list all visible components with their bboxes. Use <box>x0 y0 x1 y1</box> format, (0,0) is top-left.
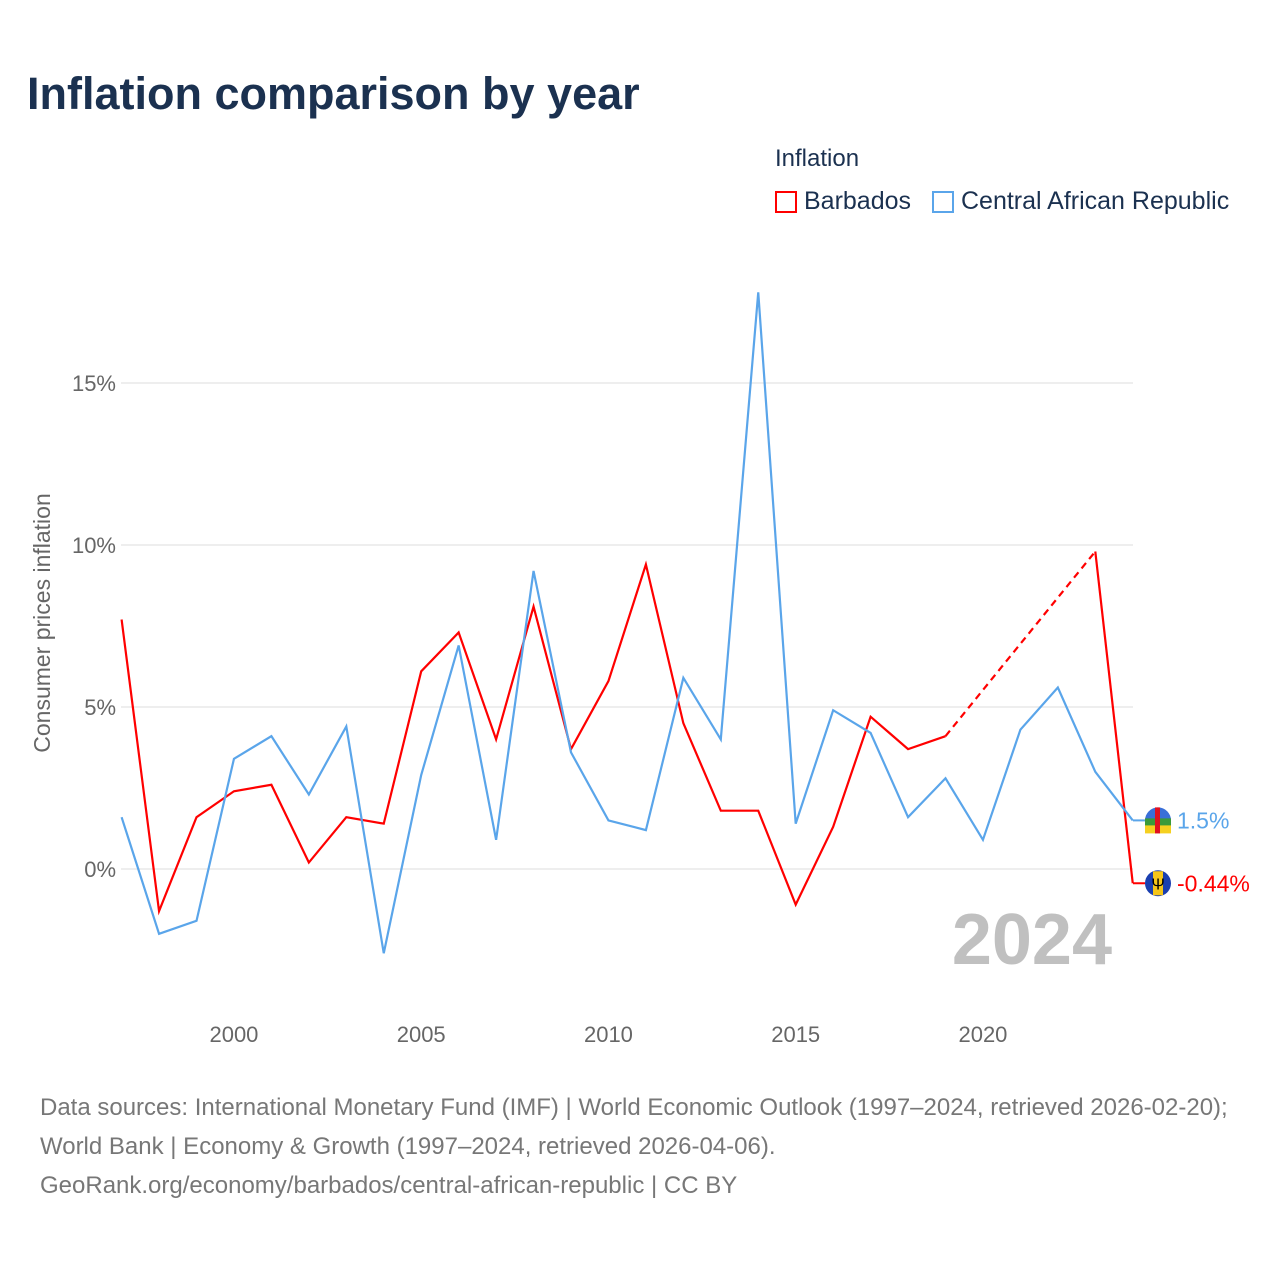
y-axis-label: Consumer prices inflation <box>29 493 55 753</box>
x-tick-label: 2000 <box>209 1022 258 1047</box>
source-line: Data sources: International Monetary Fun… <box>40 1094 1228 1160</box>
y-tick-label: 10% <box>72 533 116 558</box>
legend-swatch <box>775 190 797 213</box>
y-tick-label: 5% <box>84 695 116 720</box>
year-watermark: 2024 <box>952 900 1112 980</box>
series-gap-line <box>944 550 1097 737</box>
flag-stripe <box>1153 871 1163 896</box>
x-tick-label: 2010 <box>584 1022 633 1047</box>
legend-swatch <box>932 190 954 213</box>
source-url[interactable]: GeoRank.org/economy/barbados/central-afr… <box>40 1172 738 1199</box>
legend-label: Central African Republic <box>961 187 1230 215</box>
x-tick-label: 2005 <box>397 1022 446 1047</box>
y-tick-label: 0% <box>84 857 116 882</box>
legend-item-barbados[interactable]: Barbados <box>775 187 911 216</box>
x-tick-label: 2015 <box>771 1022 820 1047</box>
flag-stripe <box>1155 807 1160 834</box>
y-tick-label: 15% <box>72 371 116 396</box>
series-line-barbados <box>1094 551 1134 884</box>
trident-icon: Ψ <box>1151 876 1164 893</box>
series-line-car <box>120 292 1134 954</box>
chart-title: Inflation comparison by year <box>27 68 640 119</box>
legend-title: Inflation <box>775 145 860 172</box>
end-value-label: -0.44% <box>1177 870 1250 896</box>
series-line-barbados <box>120 560 946 916</box>
end-value-label: 1.5% <box>1177 807 1229 833</box>
source-note: Data sources: International Monetary Fun… <box>40 1088 1250 1205</box>
legend-label: Barbados <box>804 187 912 215</box>
legend-item-car[interactable]: Central African Republic <box>932 187 1229 216</box>
x-tick-label: 2020 <box>958 1022 1007 1047</box>
